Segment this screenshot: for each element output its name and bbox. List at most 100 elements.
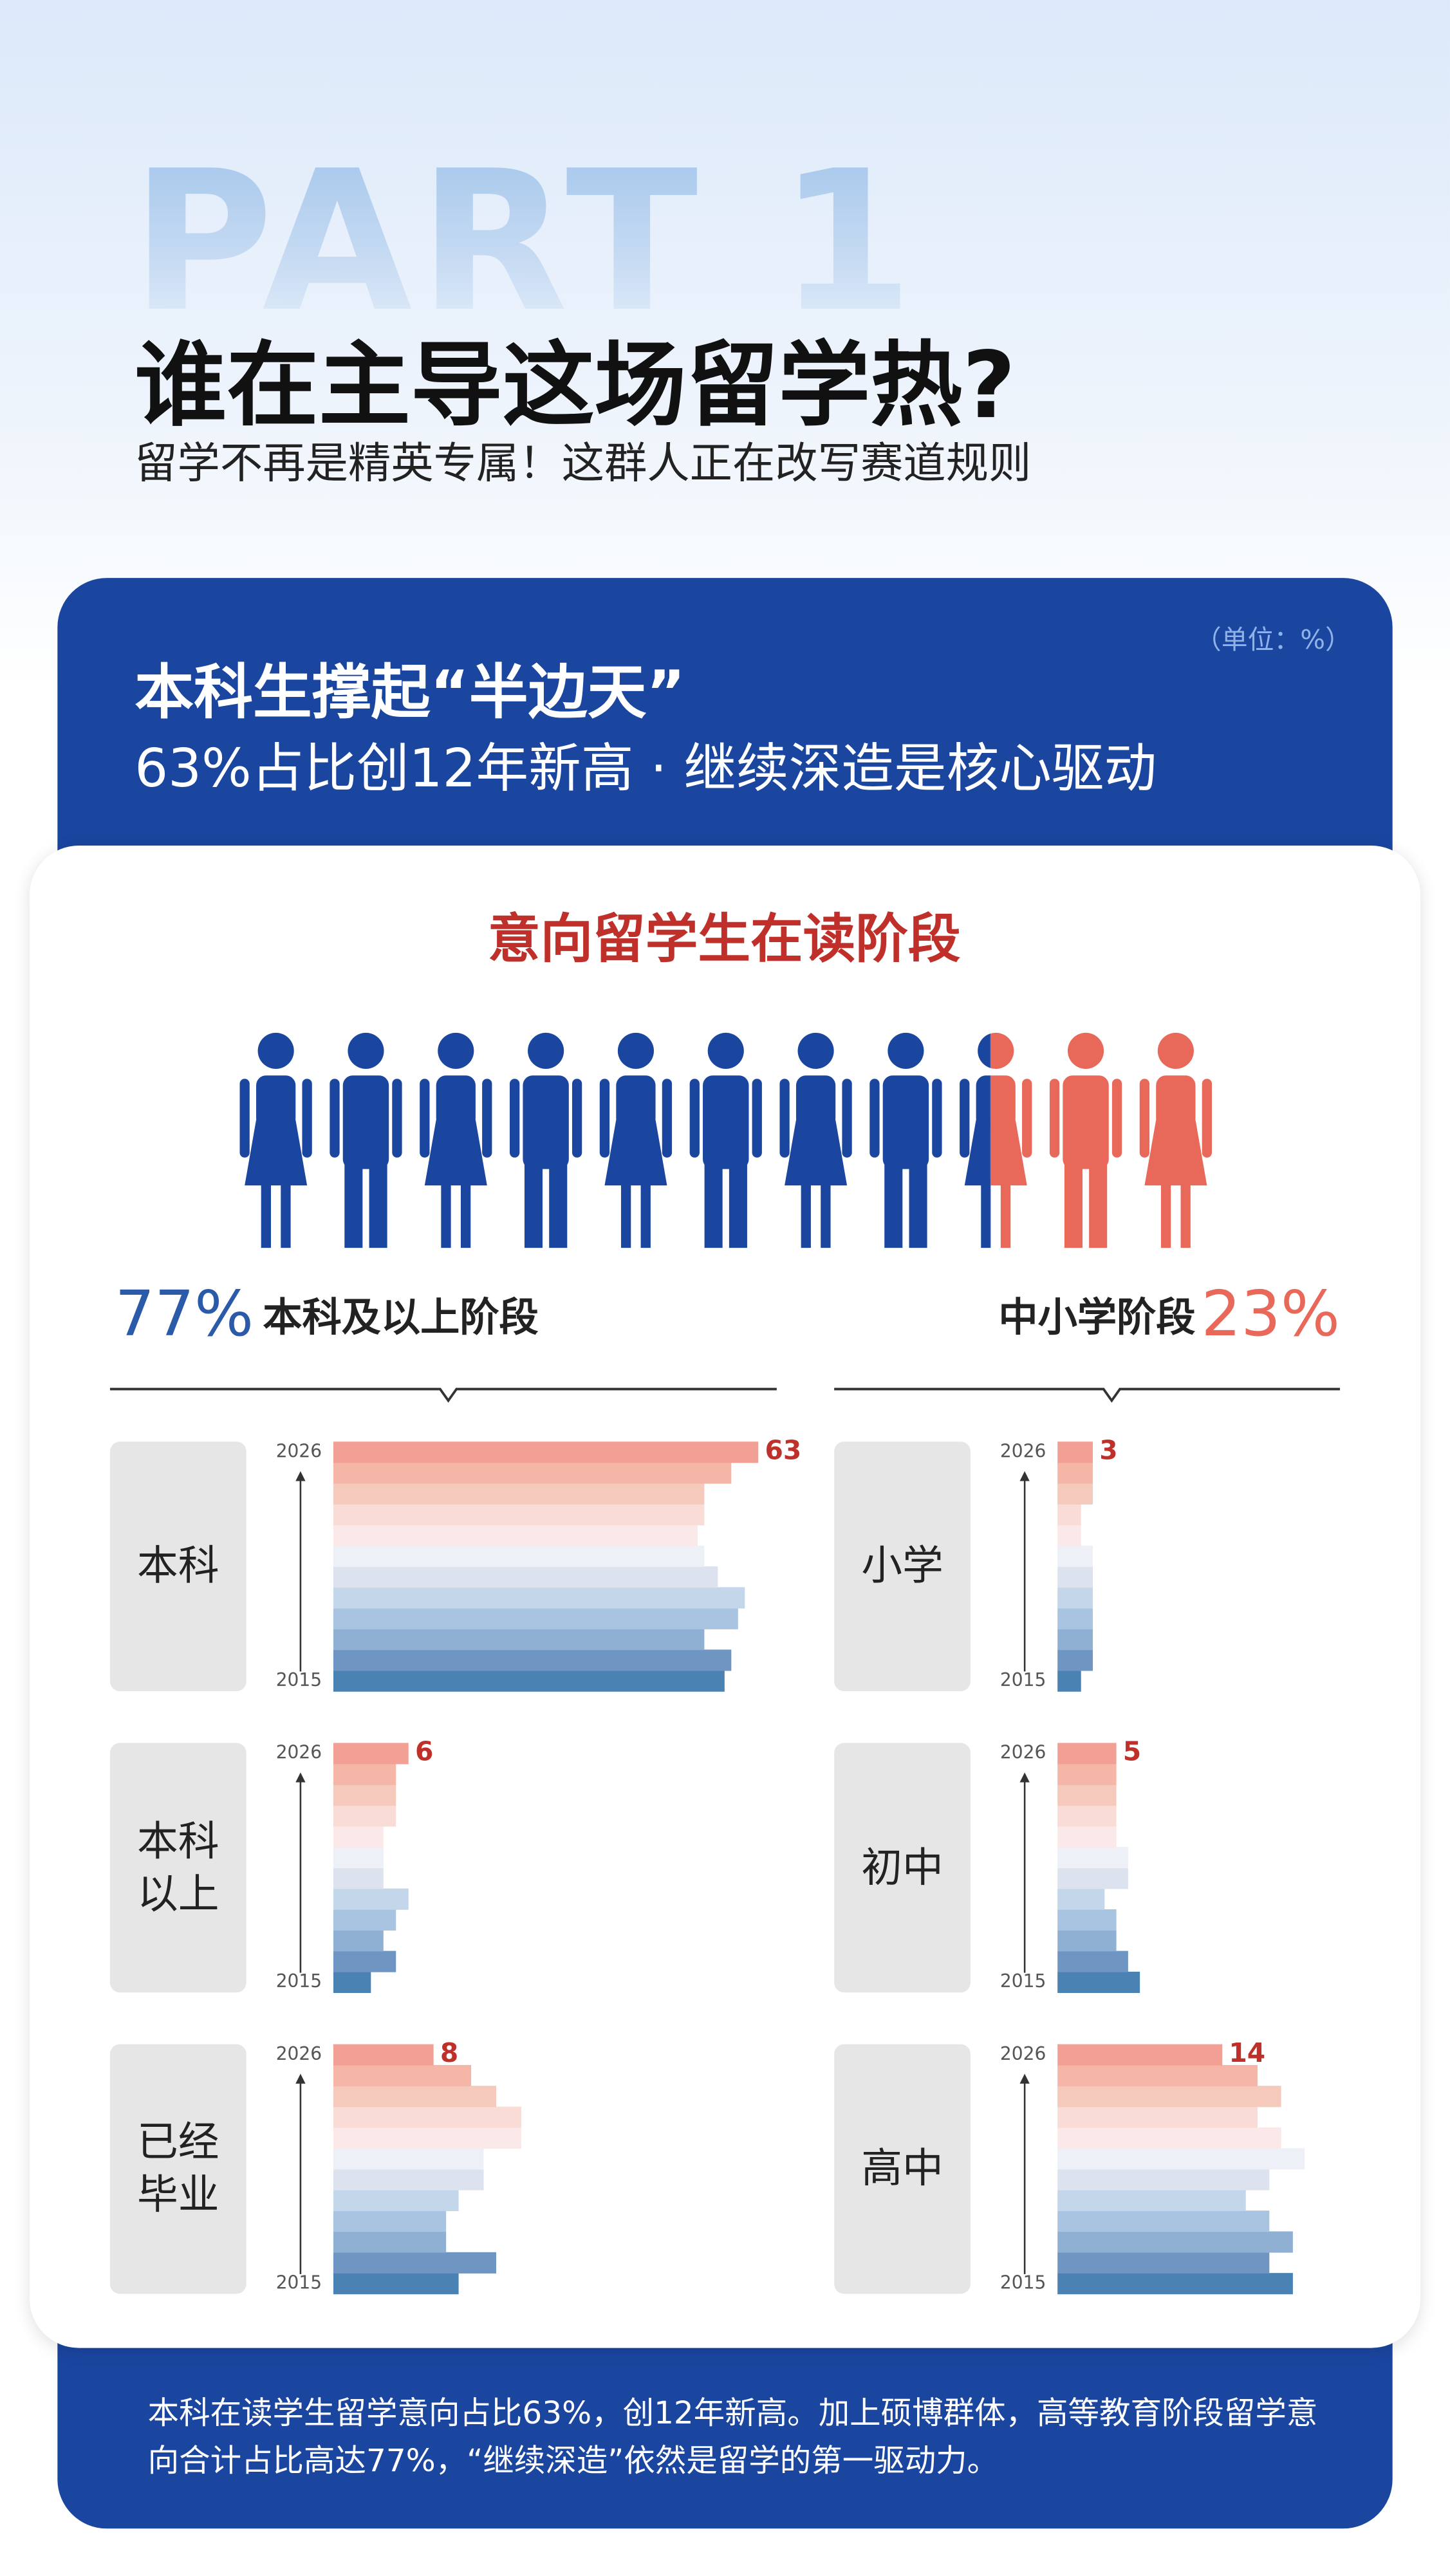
leg [640,1178,651,1248]
skirt [604,1120,667,1186]
leg [1160,1178,1171,1248]
bar [1057,1930,1117,1952]
arm [842,1079,852,1158]
bar [333,2106,521,2128]
head [348,1032,384,1070]
bar [333,1826,384,1848]
share-label: 77% [115,1277,254,1350]
bar [333,1441,759,1463]
bar [1057,2127,1281,2149]
bar [1057,2148,1305,2170]
divider [109,1387,777,1403]
arm [689,1079,700,1158]
leg [1064,1157,1083,1248]
bar [333,1847,384,1869]
torso [256,1075,296,1128]
bar [333,1971,371,1994]
category-label: 初中 [861,1843,943,1891]
arm [1202,1079,1213,1158]
arm [330,1079,340,1158]
year-label: 2015 [1000,1970,1046,1992]
bar [333,1909,396,1931]
skirt [785,1120,848,1186]
bar [1057,1587,1093,1609]
bar [1057,1504,1081,1526]
leg [909,1157,927,1248]
bar [333,1608,738,1629]
leg [441,1178,451,1248]
leg [549,1157,568,1248]
category-box [109,1441,246,1692]
leg [1180,1178,1191,1248]
torso [342,1075,389,1169]
bar [1057,2252,1270,2274]
leg [801,1178,811,1248]
skirt [964,1120,990,1186]
torso [616,1075,656,1128]
bar [1057,1867,1128,1889]
bar [333,2064,472,2087]
bar [333,1867,384,1889]
bar [1057,1545,1093,1567]
divider [834,1387,1341,1403]
leg [1089,1157,1108,1248]
arrow-head [1019,2073,1030,2084]
year-label: 2026 [1000,1742,1046,1763]
year-label: 2015 [276,1970,322,1992]
value-label: 5 [1123,1736,1141,1767]
people-share [239,1032,990,1248]
head [990,1032,1014,1070]
value-label: 6 [415,1736,433,1767]
bar [333,1784,396,1806]
arm [599,1079,610,1158]
year-label: 2015 [276,1669,322,1691]
people-share [990,1032,1213,1248]
value-label: 63 [765,1434,801,1465]
leg [981,1178,990,1248]
bar [1057,1462,1093,1484]
head [978,1033,990,1068]
head [797,1032,834,1070]
bar [1057,1670,1081,1692]
arm [1139,1079,1150,1158]
year-label: 2015 [276,2272,322,2293]
head [528,1032,564,1070]
bar [333,1462,732,1484]
leg [620,1178,631,1248]
group-name: 中小学阶段 [998,1295,1195,1340]
bar [333,1483,705,1505]
bar [1057,1888,1105,1910]
arm [302,1079,312,1158]
bar [333,1951,396,1972]
skirt [245,1120,308,1186]
category-label: 小学 [861,1541,943,1589]
arm [752,1079,762,1158]
bar [1057,1649,1093,1671]
arm [1111,1079,1122,1158]
section-title: 意向留学生在读阶段 [488,909,961,970]
bar [1057,1566,1093,1588]
category-label-box: 本科以上 [137,1817,219,1917]
category-box [834,1441,971,1692]
category-label-box: 初中 [861,1843,943,1891]
year-label: 2026 [276,2043,322,2064]
footer-text: 本科在读学生留学意向占比63%，创12年新高。加上硕博群体，高等教育阶段留学意向… [147,2395,1318,2479]
arm [1049,1079,1060,1158]
leg [261,1178,271,1248]
bar [333,1888,409,1910]
arm [932,1079,942,1158]
bar [333,1504,705,1526]
bar [333,1566,718,1588]
group-name: 本科及以上阶段 [263,1295,539,1340]
torso [436,1075,476,1128]
head [617,1032,655,1070]
bar [333,1763,396,1785]
bar [333,1524,698,1546]
bar [333,1587,745,1609]
bar [333,2273,459,2295]
bar [333,2252,496,2274]
bar [333,2169,484,2191]
head [888,1032,924,1070]
leg [884,1157,903,1248]
category-label: 高中 [861,2144,943,2192]
